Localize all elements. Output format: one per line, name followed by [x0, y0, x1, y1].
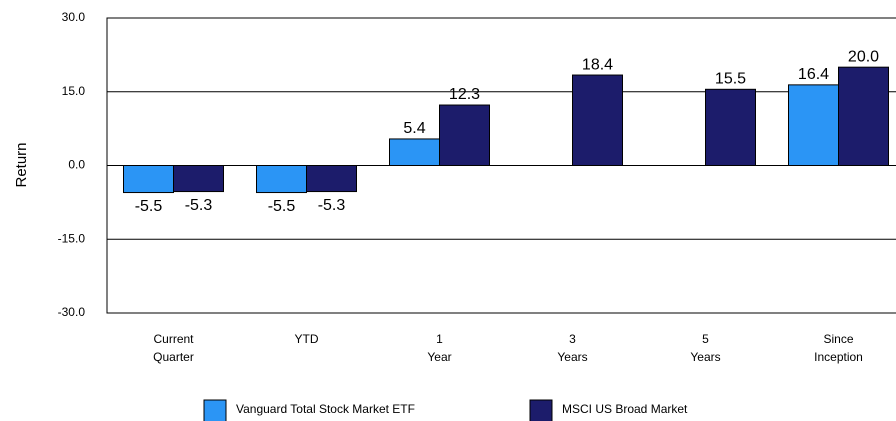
y-axis-label: Return	[13, 142, 30, 187]
value-label: -5.5	[268, 198, 296, 215]
y-tick-label: 30.0	[62, 10, 86, 24]
value-label: 12.3	[449, 86, 480, 103]
value-label: -5.3	[318, 197, 346, 214]
bar	[705, 88, 756, 166]
value-label: 5.4	[403, 120, 425, 137]
bar	[838, 66, 889, 166]
legend-label: MSCI US Broad Market	[562, 402, 688, 416]
value-label: -5.5	[135, 198, 163, 215]
value-label: 15.5	[715, 71, 746, 88]
bar	[123, 165, 174, 194]
value-label: 16.4	[798, 66, 829, 83]
x-tick-label: Since Inception	[814, 332, 863, 364]
x-tick-label: YTD	[295, 332, 319, 346]
bar	[572, 74, 623, 166]
legend-swatch	[529, 399, 553, 421]
legend-label: Vanguard Total Stock Market ETF	[236, 402, 415, 416]
legend-swatch	[203, 399, 227, 421]
y-tick-label: 0.0	[68, 158, 85, 172]
y-tick-label: -30.0	[58, 305, 86, 319]
plot-frame	[106, 17, 896, 314]
value-label: 20.0	[848, 48, 879, 65]
y-tick-label: 15.0	[62, 84, 86, 98]
bar	[389, 138, 440, 166]
bar	[173, 165, 224, 193]
bar	[439, 104, 490, 166]
bar	[256, 165, 307, 194]
x-tick-label: 3 Years	[557, 332, 587, 364]
y-tick-label: -15.0	[58, 231, 86, 245]
bar	[306, 165, 357, 193]
x-tick-label: 1 Year	[427, 332, 451, 364]
x-tick-label: 5 Years	[690, 332, 720, 364]
value-label: 18.4	[582, 56, 613, 73]
x-tick-label: Current Quarter	[153, 332, 194, 364]
value-label: -5.3	[185, 197, 213, 214]
bar	[788, 84, 839, 166]
